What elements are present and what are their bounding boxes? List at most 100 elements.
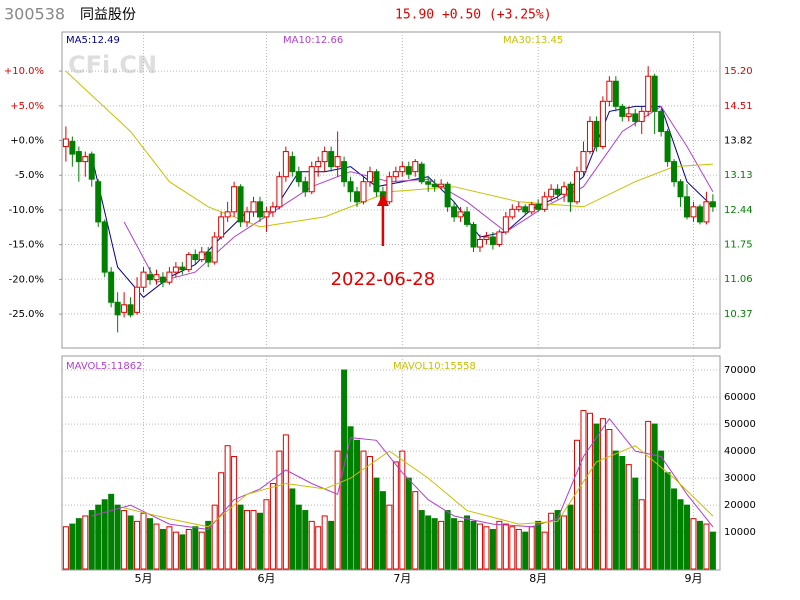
- volume-bar: [62, 526, 69, 570]
- candle-body: [308, 166, 315, 193]
- candle-body: [496, 231, 503, 246]
- volume-bar: [121, 510, 128, 570]
- candle-body: [638, 110, 645, 122]
- volume-bar: [289, 488, 296, 570]
- annotation-arrowhead: [376, 194, 389, 206]
- y2-tick-label: +5.0%: [10, 101, 44, 112]
- y-tick-label: 10.37: [724, 309, 753, 320]
- volume-bar: [696, 520, 703, 570]
- ma-line: [123, 445, 714, 528]
- candle-body: [127, 304, 134, 316]
- candle-body: [302, 181, 309, 193]
- volume-bar: [146, 518, 153, 570]
- candle-body: [211, 236, 218, 263]
- volume-bar: [321, 515, 328, 570]
- candle-body: [606, 80, 613, 102]
- volume-bar: [231, 456, 238, 570]
- candle-body: [509, 208, 516, 218]
- volume-bar: [399, 450, 406, 570]
- volume-bar: [567, 504, 574, 570]
- volume-bar: [269, 483, 276, 570]
- y-tick-label: 13.82: [724, 136, 753, 147]
- x-tick-label: 8月: [529, 572, 547, 585]
- candle-body: [703, 201, 710, 223]
- y-tick-label: 50000: [724, 419, 756, 430]
- volume-bar: [612, 450, 619, 570]
- candle-body: [185, 254, 192, 271]
- candle-body: [392, 171, 399, 178]
- volume-bar: [185, 528, 192, 570]
- candle-body: [593, 120, 600, 148]
- candle-body: [373, 171, 380, 193]
- y-tick-label: 13.13: [724, 170, 753, 181]
- stock-code: 300538: [4, 5, 65, 24]
- candle-body: [561, 186, 568, 195]
- candle-body: [541, 196, 548, 210]
- volume-bar: [548, 512, 555, 570]
- volume-bar: [159, 528, 166, 570]
- volume-bar: [192, 526, 199, 570]
- volume-bar: [295, 504, 302, 570]
- candle-body: [431, 183, 438, 188]
- x-tick-label: 6月: [257, 572, 275, 585]
- candle-body: [612, 80, 619, 107]
- volume-bar: [366, 456, 373, 570]
- annotation-text: 2022-06-28: [331, 269, 436, 290]
- y2-tick-label: +0.0%: [10, 136, 44, 147]
- volume-bar: [580, 410, 587, 570]
- y-tick-label: 12.44: [724, 205, 753, 216]
- y-tick-label: 30000: [724, 473, 756, 484]
- candle-body: [263, 211, 270, 218]
- candle-body: [658, 110, 665, 132]
- volume-bar: [586, 412, 593, 570]
- candle-body: [599, 100, 606, 148]
- volume-bar: [703, 523, 710, 570]
- volume-bar: [282, 434, 289, 570]
- y2-tick-label: -25.0%: [9, 309, 44, 320]
- y-tick-label: 10000: [724, 527, 756, 538]
- candle-body: [75, 151, 82, 163]
- volume-bar: [250, 510, 257, 570]
- volume-bar: [302, 510, 309, 570]
- legend-entry: MA10:12.66: [283, 35, 343, 46]
- volume-bar: [334, 450, 341, 570]
- candle-body: [172, 266, 179, 273]
- volume-bar: [677, 499, 684, 570]
- volume-bar: [464, 515, 471, 570]
- candle-body: [205, 251, 212, 263]
- candle-body: [567, 183, 574, 203]
- candle-body: [289, 156, 296, 173]
- candle-body: [476, 238, 483, 248]
- candle-body: [502, 216, 509, 233]
- candle-body: [522, 206, 529, 213]
- ma-line: [91, 417, 714, 531]
- candle-body: [224, 211, 231, 218]
- volume-bar: [88, 510, 95, 570]
- candle-body: [515, 206, 522, 210]
- volume-bar: [476, 523, 483, 570]
- candle-body: [451, 206, 458, 218]
- volume-bar: [308, 520, 315, 570]
- candle-body: [82, 156, 89, 163]
- volume-bar: [75, 518, 82, 570]
- candle-body: [444, 183, 451, 208]
- candle-body: [586, 120, 593, 153]
- candle-body: [231, 186, 238, 213]
- volume-bar: [457, 520, 464, 570]
- volume-bar: [470, 520, 477, 570]
- candle-body: [321, 151, 328, 163]
- volume-bar: [134, 520, 141, 570]
- candle-body: [438, 183, 445, 188]
- volume-bar: [690, 518, 697, 570]
- volume-bar: [379, 491, 386, 570]
- volume-bar: [360, 450, 367, 570]
- candle-body: [489, 236, 496, 246]
- candle-body: [334, 156, 341, 168]
- candle-body: [88, 153, 95, 180]
- candle-body: [535, 203, 542, 210]
- volume-bar: [127, 515, 134, 570]
- y2-tick-label: -5.0%: [15, 170, 44, 181]
- y-tick-label: 60000: [724, 392, 756, 403]
- candle-body: [121, 304, 128, 313]
